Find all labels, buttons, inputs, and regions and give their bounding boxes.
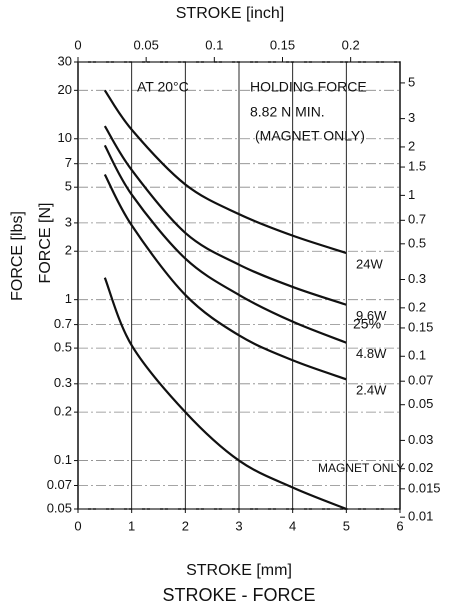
y2-tick-label: 0.03 [408, 432, 433, 447]
y2-tick-label: 5 [408, 74, 415, 89]
x-tick-label: 1 [128, 518, 135, 533]
x-tick-label: 6 [396, 518, 403, 533]
y2-tick-label: 1 [408, 187, 415, 202]
series-line [103, 125, 347, 306]
annotation: (MAGNET ONLY) [255, 128, 365, 144]
x-tick-label: 0 [74, 518, 81, 533]
y-tick-label: 1 [65, 291, 72, 306]
y-tick-label: 3 [65, 214, 72, 229]
y-tick-label: 0.07 [47, 477, 72, 492]
y2-tick-label: 0.07 [408, 373, 433, 388]
y2-tick-label: 0.3 [408, 271, 426, 286]
y2-tick-label: 0.05 [408, 396, 433, 411]
x-axis-label: STROKE [mm] [186, 562, 292, 579]
annotation: HOLDING FORCE [250, 79, 367, 95]
x2-tick-label: 0.1 [205, 37, 223, 52]
y-axis-label-outer: FORCE [lbs] [9, 211, 26, 301]
y-tick-label: 0.2 [54, 404, 72, 419]
series-line [103, 144, 347, 344]
series-line [103, 173, 347, 381]
y2-tick-label: 3 [408, 110, 415, 125]
series-line [103, 89, 347, 255]
y2-tick-label: 0.15 [408, 319, 433, 334]
y-tick-label: 2 [65, 243, 72, 258]
y-tick-label: 0.5 [54, 340, 72, 355]
y2-tick-label: 0.5 [408, 235, 426, 250]
y2-tick-label: 0.1 [408, 348, 426, 363]
series-label: 24W [356, 256, 383, 271]
y2-tick-label: 1.5 [408, 158, 426, 173]
x2-tick-label: 0.15 [270, 37, 295, 52]
annotation: AT 20°C [137, 79, 189, 95]
annotation: 8.82 N MIN. [250, 104, 325, 120]
x-tick-label: 3 [235, 518, 242, 533]
x-tick-label: 4 [289, 518, 296, 533]
y-tick-label: 7 [65, 155, 72, 170]
x2-tick-label: 0.05 [134, 37, 159, 52]
x-tick-label: 2 [182, 518, 189, 533]
x2-tick-label: 0 [74, 37, 81, 52]
series-line [103, 277, 347, 511]
y2-tick-label: 2 [408, 138, 415, 153]
y2-tick-label: 0.02 [408, 460, 433, 475]
series-label: MAGNET ONLY [318, 461, 404, 475]
y-axis-label: FORCE [N] [37, 203, 54, 284]
x-tick-label: 5 [343, 518, 350, 533]
y2-tick-label: 0.01 [408, 509, 433, 524]
y-tick-label: 20 [58, 82, 72, 97]
y2-tick-label: 0.2 [408, 299, 426, 314]
y-tick-label: 0.3 [54, 375, 72, 390]
y-tick-label: 0.05 [47, 500, 72, 515]
y-tick-label: 5 [65, 179, 72, 194]
x2-tick-label: 0.2 [342, 37, 360, 52]
series-label: 2.4W [356, 383, 387, 398]
series-label: 4.8W [356, 346, 387, 361]
y-tick-label: 0.1 [54, 452, 72, 467]
x2-axis-label: STROKE [inch] [176, 5, 284, 22]
y2-tick-label: 0.015 [408, 480, 441, 495]
annotation: 25% [353, 316, 381, 332]
y-tick-label: 30 [58, 53, 72, 68]
y-tick-label: 0.7 [54, 316, 72, 331]
series-label: 9.6W [356, 308, 387, 323]
chart-title: STROKE - FORCE [162, 585, 315, 605]
y2-tick-label: 0.7 [408, 212, 426, 227]
y-tick-label: 10 [58, 130, 72, 145]
